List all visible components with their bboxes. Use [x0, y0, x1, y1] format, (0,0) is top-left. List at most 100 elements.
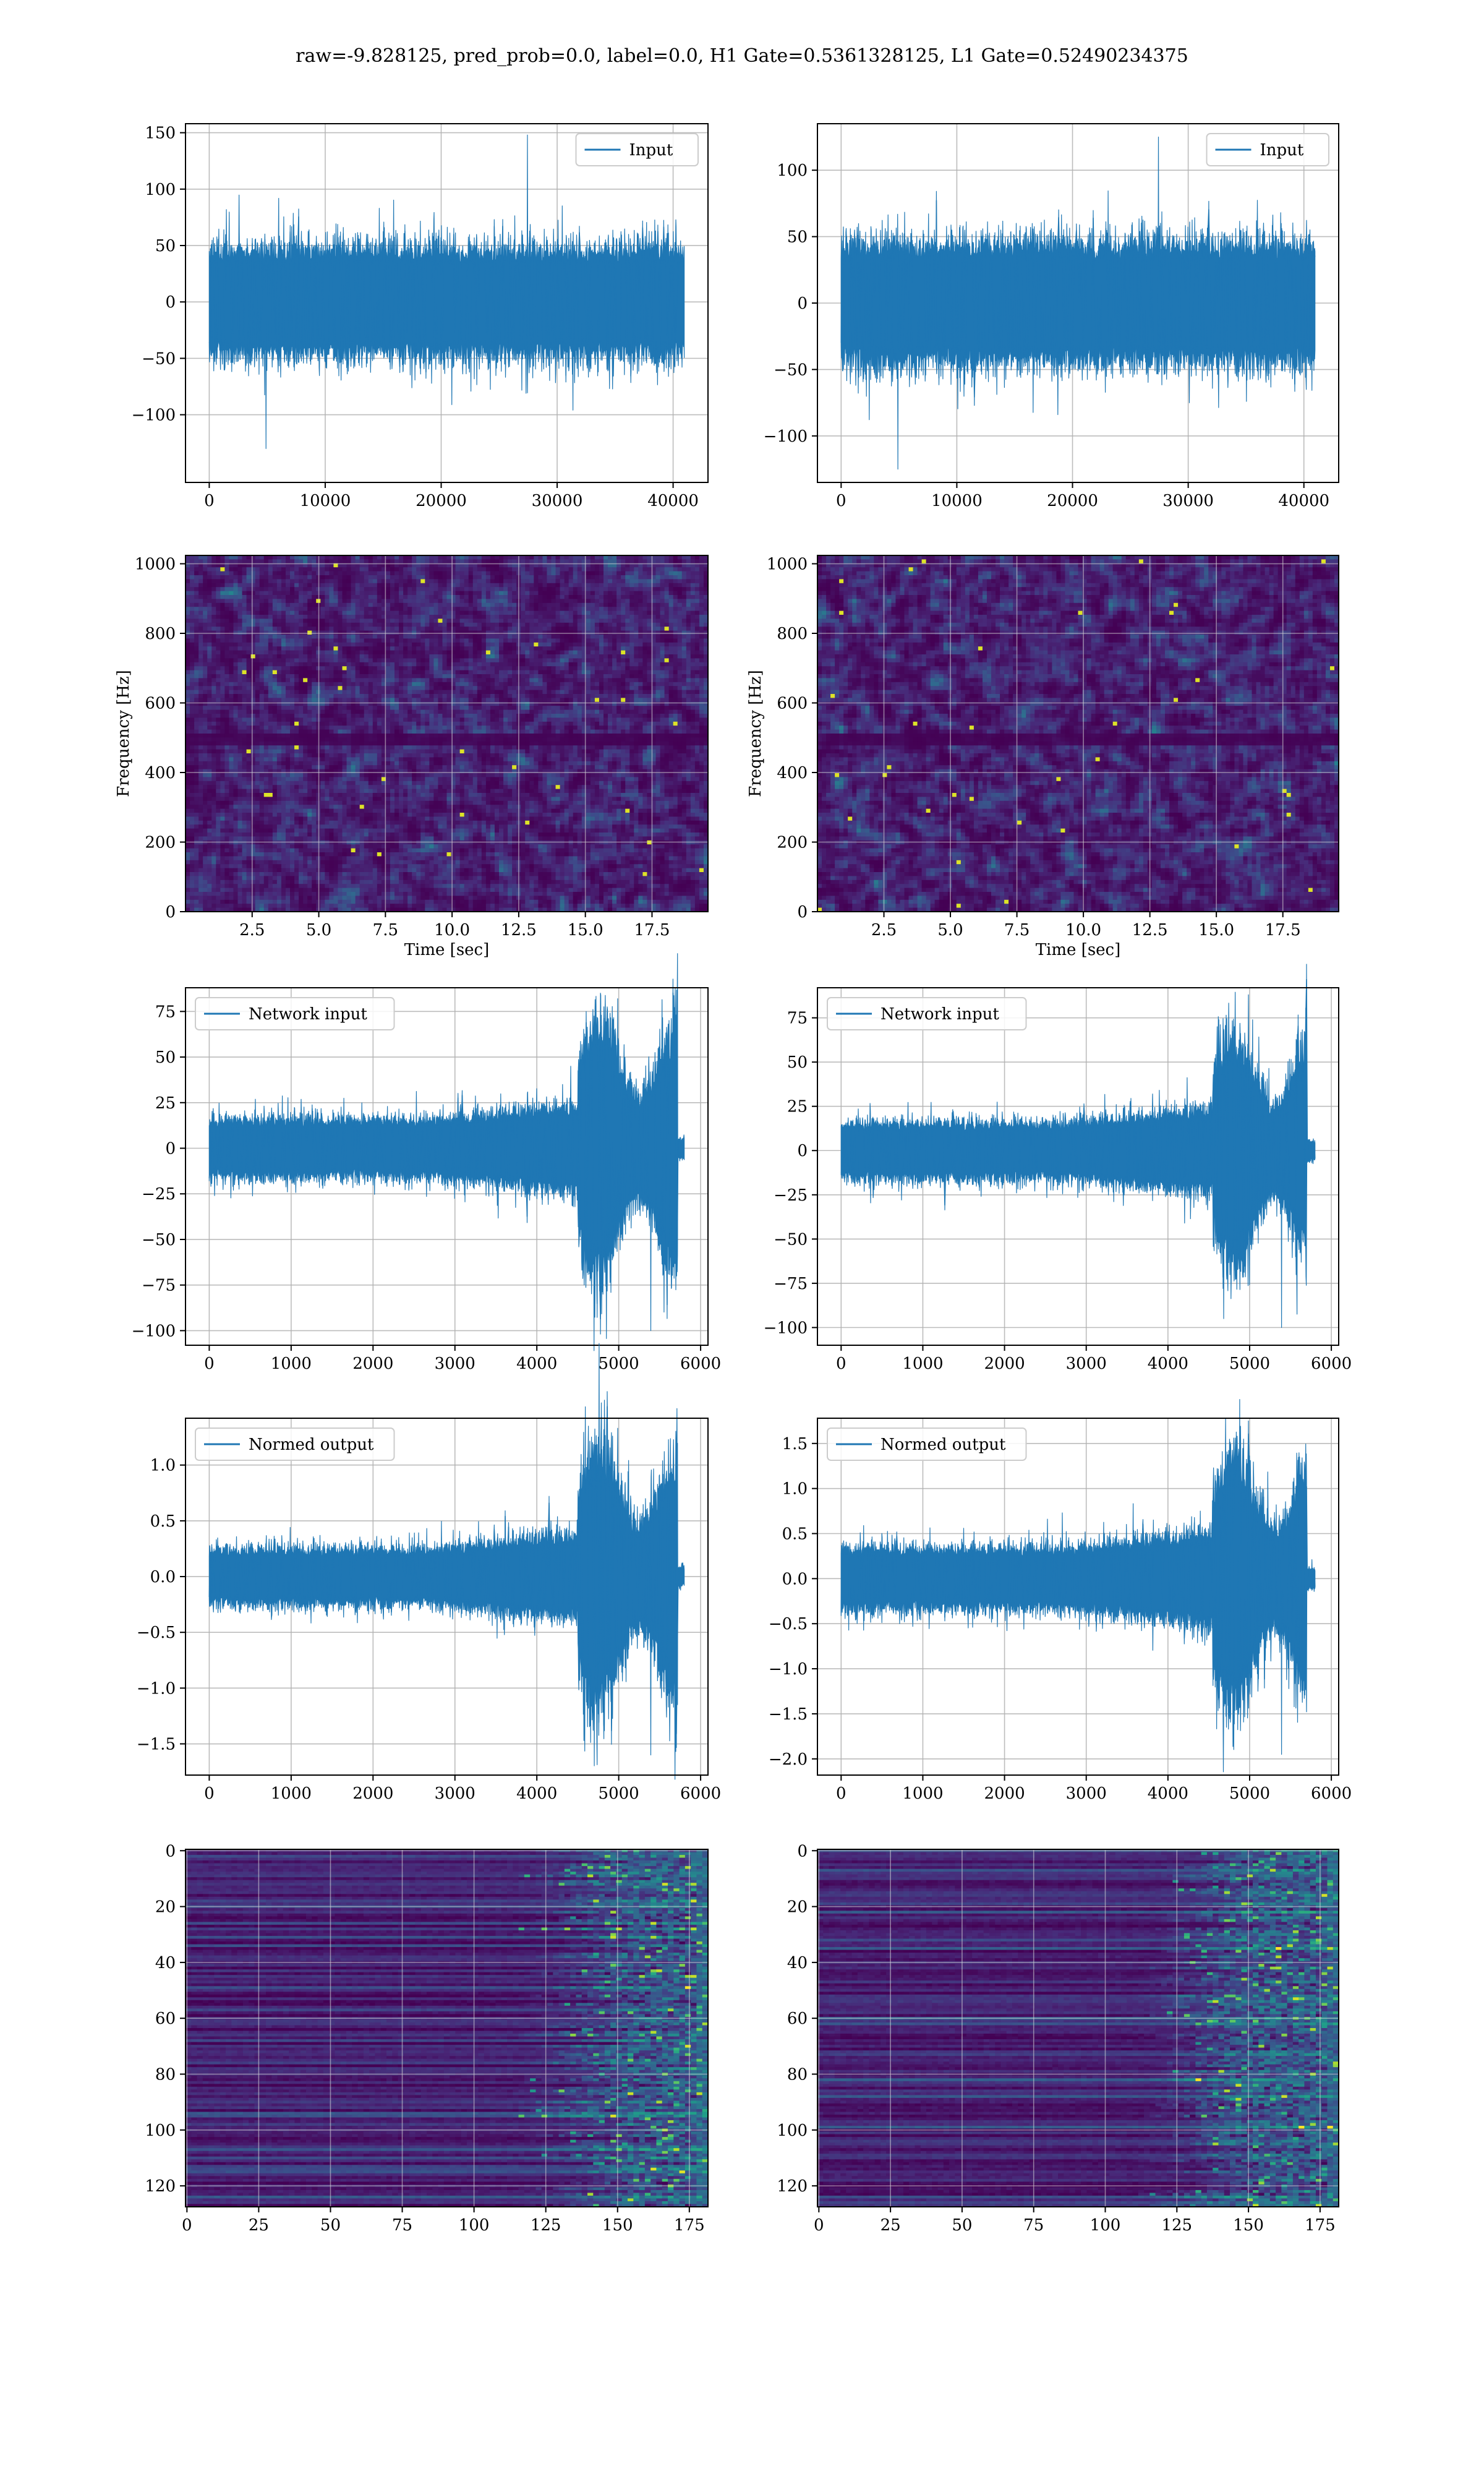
heatmap-cell	[647, 595, 652, 599]
heatmap-cell	[608, 595, 613, 599]
heatmap-cell	[534, 591, 539, 596]
heatmap-cell	[612, 623, 617, 627]
heatmap-cell	[486, 635, 491, 639]
heatmap-cell	[286, 603, 291, 607]
heatmap-cell	[573, 599, 578, 603]
heatmap-cell	[552, 623, 556, 627]
heatmap-cell	[412, 587, 417, 591]
heatmap-cell	[508, 599, 513, 603]
heatmap-cell	[699, 595, 704, 599]
heatmap-cell	[464, 571, 469, 576]
heatmap-cell	[482, 623, 487, 627]
heatmap-cell	[338, 599, 343, 603]
heatmap-cell	[360, 611, 365, 615]
heatmap-cell	[220, 635, 225, 639]
heatmap-cell	[638, 575, 643, 580]
heatmap-cell	[525, 627, 530, 631]
heatmap-cell	[403, 631, 408, 635]
heatmap-cell	[438, 627, 443, 631]
heatmap-cell	[525, 559, 530, 563]
heatmap-cell	[420, 591, 425, 596]
heatmap-cell	[682, 559, 687, 563]
heatmap-cell	[198, 611, 203, 615]
heatmap-cell	[625, 607, 630, 611]
heatmap-cell	[477, 579, 482, 583]
heatmap-cell	[565, 555, 569, 560]
heatmap-cell	[629, 595, 634, 599]
heatmap-cell	[373, 627, 378, 631]
heatmap-cell	[329, 607, 334, 611]
heatmap-cell	[647, 611, 652, 615]
heatmap-cell	[356, 595, 360, 599]
heatmap-cell	[233, 587, 238, 591]
heatmap-cell	[656, 595, 661, 599]
heatmap-cell	[364, 615, 369, 619]
heatmap-cell	[264, 623, 269, 627]
heatmap-cell	[542, 627, 547, 631]
heatmap-cell	[220, 583, 225, 588]
heatmap-cell	[290, 571, 295, 576]
heatmap-cell	[264, 618, 269, 623]
heatmap-cell	[612, 567, 617, 571]
heatmap-cell	[203, 555, 208, 560]
x-tick-label: 20000	[1047, 492, 1098, 510]
heatmap-cell	[194, 591, 199, 596]
heatmap-cell	[642, 607, 647, 611]
heatmap-cell	[599, 587, 604, 591]
heatmap-cell	[447, 611, 452, 615]
heatmap-cell	[464, 611, 469, 615]
heatmap-cell	[669, 579, 674, 583]
heatmap-cell	[482, 611, 487, 615]
heatmap-cell	[377, 555, 382, 560]
heatmap-cell	[303, 575, 308, 580]
heatmap-cell	[286, 635, 291, 639]
heatmap-cell	[482, 587, 487, 591]
heatmap-cell	[343, 575, 348, 580]
heatmap-cell	[442, 571, 447, 576]
heatmap-cell	[277, 627, 282, 631]
heatmap-cell	[251, 587, 256, 591]
heatmap-cell	[369, 595, 373, 599]
heatmap-cell	[460, 571, 465, 576]
heatmap-cell	[477, 607, 482, 611]
heatmap-cell	[629, 618, 634, 623]
heatmap-cell	[224, 583, 229, 588]
heatmap-cell	[442, 615, 447, 619]
heatmap-cell	[251, 571, 256, 576]
heatmap-cell	[386, 611, 391, 615]
heatmap-cell	[403, 595, 408, 599]
heatmap-cell	[473, 575, 478, 580]
heatmap-cell	[211, 635, 216, 639]
heatmap-cell	[642, 555, 647, 560]
heatmap-cell	[473, 571, 478, 576]
heatmap-cell	[447, 603, 452, 607]
heatmap-cell	[194, 607, 199, 611]
heatmap-cell	[307, 603, 312, 607]
heatmap-cell	[616, 571, 621, 576]
heatmap-cell	[482, 591, 487, 596]
heatmap-cell	[360, 579, 365, 583]
heatmap-cell	[255, 579, 260, 583]
heatmap-cell	[682, 631, 687, 635]
heatmap-cell	[647, 599, 652, 603]
heatmap-cell	[364, 587, 369, 591]
heatmap-cell	[260, 627, 265, 631]
heatmap-cell	[251, 583, 256, 588]
heatmap-cell	[638, 591, 643, 596]
heatmap-cell	[603, 555, 608, 560]
heatmap-cell	[373, 567, 378, 571]
heatmap-cell	[591, 575, 595, 580]
heatmap-cell	[629, 599, 634, 603]
heatmap-cell	[303, 579, 308, 583]
heatmap-cell	[608, 571, 613, 576]
heatmap-cell	[608, 627, 613, 631]
heatmap-cell	[303, 618, 308, 623]
heatmap-cell	[608, 555, 613, 560]
heatmap-cell	[586, 579, 591, 583]
heatmap-cell	[211, 583, 216, 588]
heatmap-cell	[416, 575, 421, 580]
heatmap-cell	[307, 635, 312, 639]
heatmap-cell	[556, 595, 561, 599]
heatmap-cell	[512, 583, 517, 588]
heatmap-cell	[286, 615, 291, 619]
